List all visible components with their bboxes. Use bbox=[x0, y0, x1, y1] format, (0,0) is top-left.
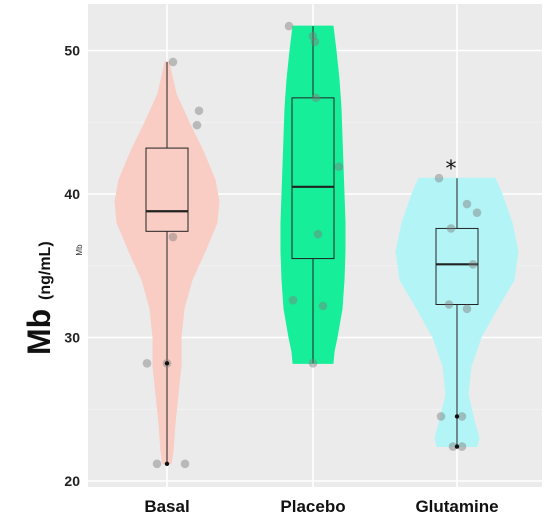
y-tick-label: 40 bbox=[64, 186, 80, 202]
data-point bbox=[334, 162, 344, 172]
y-tick-label: 20 bbox=[64, 473, 80, 489]
x-category-label: Glutamine bbox=[415, 497, 498, 516]
significance-asterisk: * bbox=[446, 157, 457, 182]
y-tick-labels: 20 30 40 50 bbox=[64, 43, 80, 490]
data-point bbox=[194, 106, 204, 116]
data-point bbox=[434, 173, 444, 183]
x-category-label: Placebo bbox=[280, 497, 345, 516]
data-point bbox=[468, 260, 478, 269]
data-point bbox=[462, 199, 472, 209]
data-point bbox=[457, 442, 467, 451]
data-point bbox=[288, 295, 298, 305]
data-point bbox=[318, 301, 328, 311]
data-point bbox=[457, 412, 467, 421]
boxplots bbox=[145, 26, 479, 464]
data-points: * bbox=[142, 21, 482, 469]
data-point bbox=[448, 442, 458, 451]
outlier-point bbox=[164, 361, 170, 366]
outlier-point bbox=[454, 444, 460, 449]
data-point bbox=[180, 459, 190, 469]
outlier-point bbox=[164, 461, 170, 466]
data-point bbox=[152, 459, 162, 469]
data-point bbox=[284, 21, 294, 31]
data-point bbox=[168, 57, 178, 67]
y-tick-label: 50 bbox=[64, 43, 80, 59]
data-point bbox=[472, 208, 482, 217]
data-point bbox=[446, 224, 456, 233]
data-point bbox=[436, 412, 446, 421]
y-tick-label: 30 bbox=[64, 330, 80, 346]
data-point bbox=[313, 229, 323, 239]
data-point bbox=[444, 300, 454, 309]
data-point bbox=[311, 93, 321, 103]
box-basal bbox=[145, 147, 189, 232]
data-point bbox=[462, 304, 472, 314]
data-point bbox=[308, 359, 318, 368]
violin-placebo bbox=[280, 25, 346, 364]
y-axis-label-inner: Mb bbox=[75, 244, 84, 256]
box-glutamine bbox=[435, 227, 479, 305]
x-category-labels: Basal Placebo Glutamine bbox=[144, 497, 498, 516]
data-point bbox=[142, 359, 152, 368]
x-category-label: Basal bbox=[144, 497, 189, 516]
data-point bbox=[192, 120, 202, 130]
data-point bbox=[168, 232, 178, 242]
y-axis-label-main: Mb bbox=[21, 309, 57, 355]
data-point bbox=[310, 37, 320, 47]
y-axis-label-unit: (ng/mL) bbox=[37, 241, 54, 300]
box-placebo bbox=[291, 97, 335, 260]
data-point bbox=[308, 31, 318, 41]
outlier-point bbox=[454, 414, 460, 419]
